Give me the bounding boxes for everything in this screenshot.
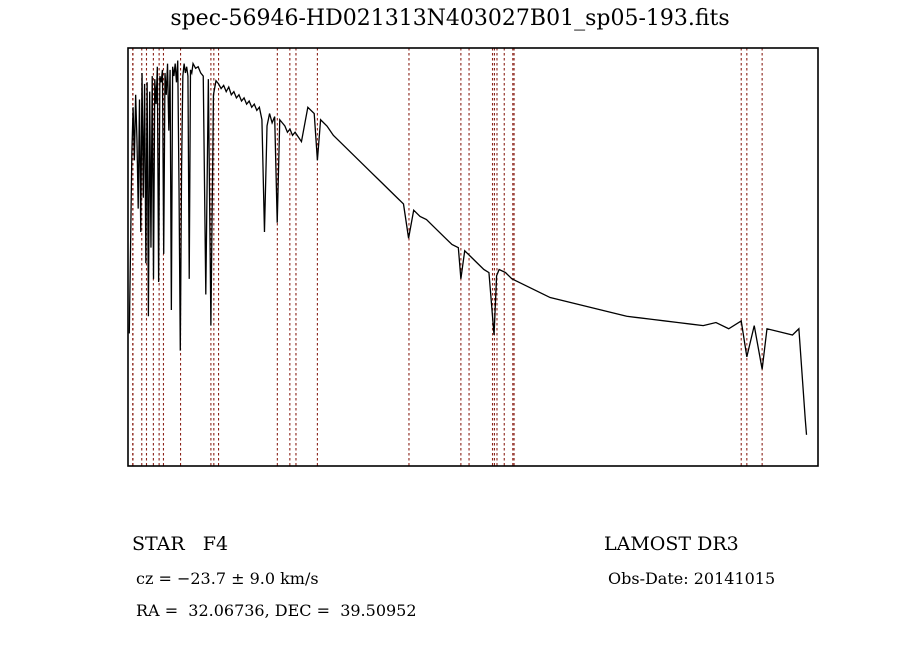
spectrum-trace bbox=[128, 60, 808, 435]
plot-frame bbox=[127, 47, 819, 467]
object-class-label: STAR F4 bbox=[132, 533, 229, 555]
redshift-velocity-label: cz = −23.7 ± 9.0 km/s bbox=[136, 569, 319, 588]
observation-date-label: Obs-Date: 20141015 bbox=[608, 569, 776, 588]
survey-label: LAMOST DR3 bbox=[604, 533, 739, 555]
page-title: spec-56946-HD021313N403027B01_sp05-193.f… bbox=[170, 6, 730, 31]
coordinates-label: RA = 32.06736, DEC = 39.50952 bbox=[136, 601, 417, 620]
